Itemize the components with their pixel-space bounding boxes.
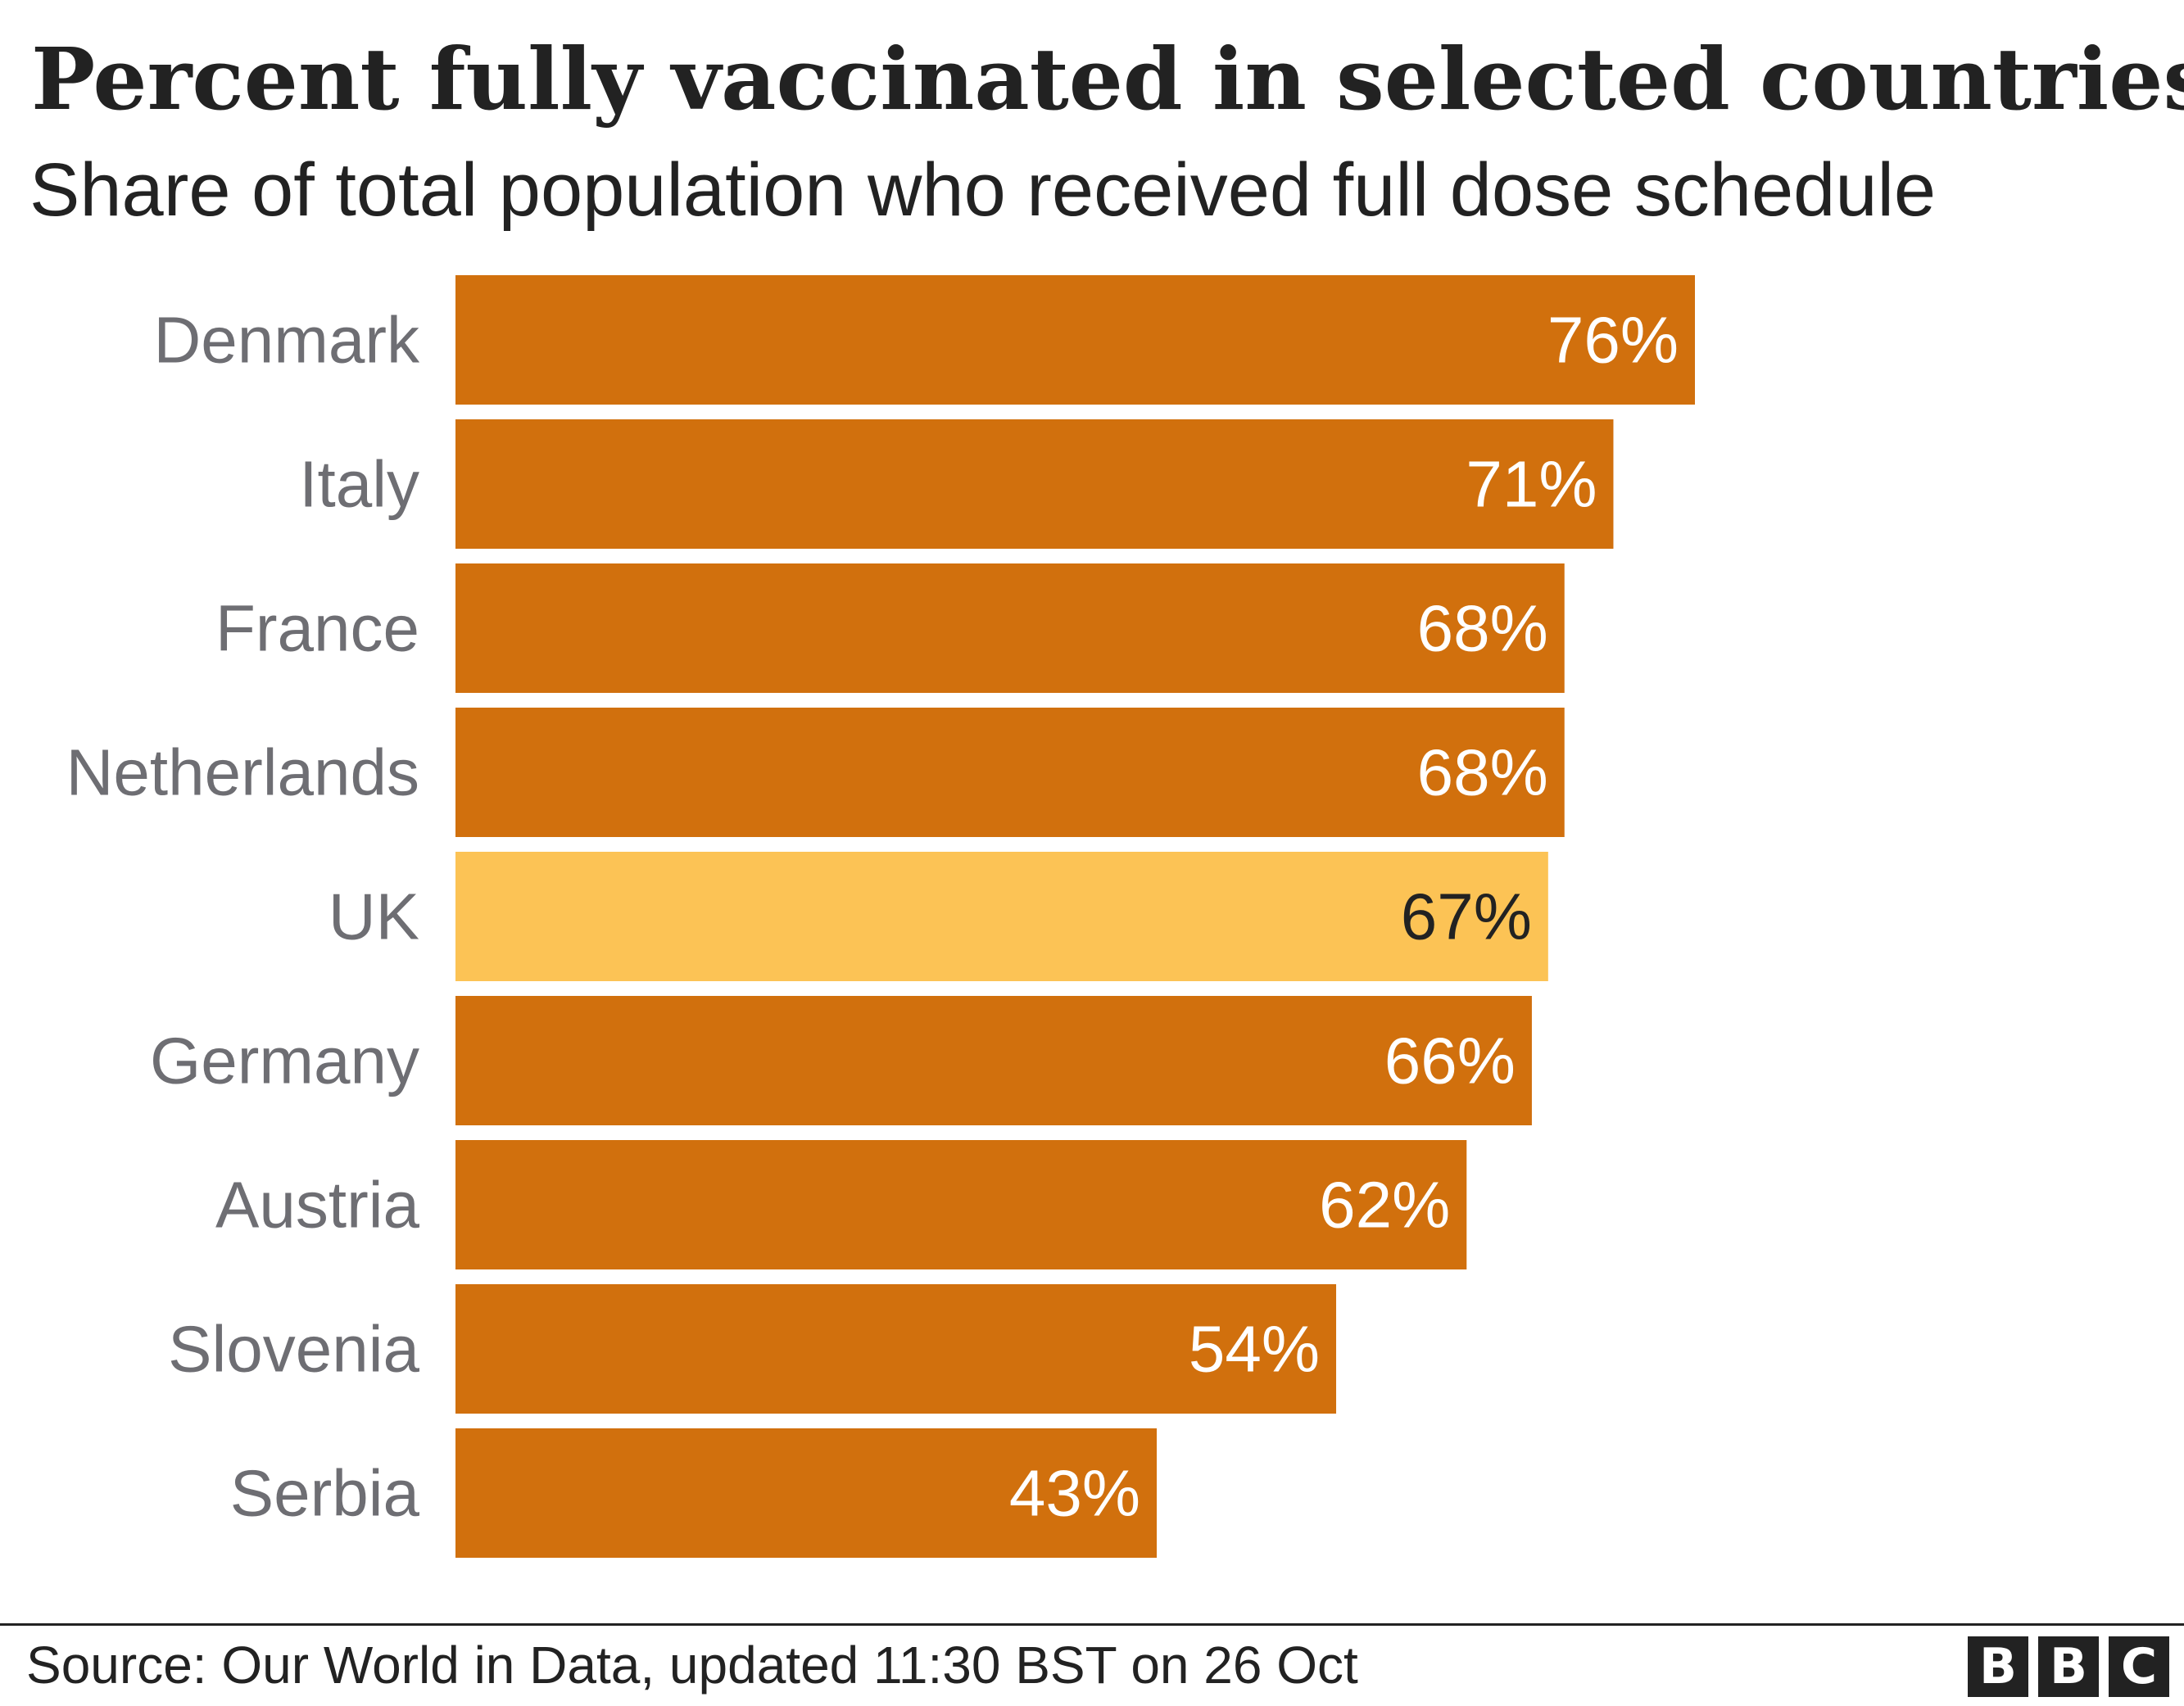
category-label-denmark: Denmark	[153, 304, 420, 377]
bar-serbia	[455, 1428, 1158, 1558]
source-note: Source: Our World in Data, updated 11:30…	[26, 1636, 1358, 1695]
logo-letter-3: C	[2109, 1636, 2169, 1697]
value-label-germany: 66%	[1384, 1025, 1516, 1097]
value-label-denmark: 76%	[1547, 304, 1679, 377]
bar-austria	[455, 1140, 1467, 1269]
category-label-italy: Italy	[299, 448, 419, 521]
category-label-austria: Austria	[215, 1169, 419, 1242]
bbc-logo: B B C	[1968, 1636, 2169, 1697]
chart-subtitle: Share of total population who received f…	[29, 148, 1937, 232]
value-label-netherlands: 68%	[1417, 736, 1548, 809]
footer-divider	[0, 1623, 2184, 1626]
category-label-slovenia: Slovenia	[168, 1313, 419, 1386]
value-label-serbia: 43%	[1009, 1457, 1140, 1530]
bar-chart: Denmark 76% Italy 71% France 68% Netherlands 68…	[66, 275, 1695, 1558]
bar-italy	[455, 419, 1614, 549]
value-label-italy: 71%	[1466, 448, 1597, 521]
category-label-germany: Germany	[150, 1025, 419, 1097]
bar-uk	[455, 852, 1548, 981]
bar-slovenia	[455, 1284, 1337, 1414]
category-label-uk: UK	[329, 880, 419, 953]
value-label-austria: 62%	[1319, 1169, 1450, 1242]
logo-letter-1: B	[1968, 1636, 2028, 1697]
category-label-serbia: Serbia	[230, 1457, 420, 1530]
bar-denmark	[455, 275, 1695, 405]
bar-france	[455, 563, 1565, 693]
bar-germany	[455, 996, 1532, 1125]
value-label-france: 68%	[1417, 592, 1548, 665]
value-label-slovenia: 54%	[1189, 1313, 1320, 1386]
logo-letter-2: B	[2038, 1636, 2099, 1697]
chart-title: Percent fully vaccinated in selected cou…	[31, 29, 2184, 129]
category-label-france: France	[215, 592, 419, 665]
value-label-uk: 67%	[1401, 880, 1532, 953]
category-label-netherlands: Netherlands	[66, 736, 419, 809]
bar-netherlands	[455, 708, 1565, 837]
